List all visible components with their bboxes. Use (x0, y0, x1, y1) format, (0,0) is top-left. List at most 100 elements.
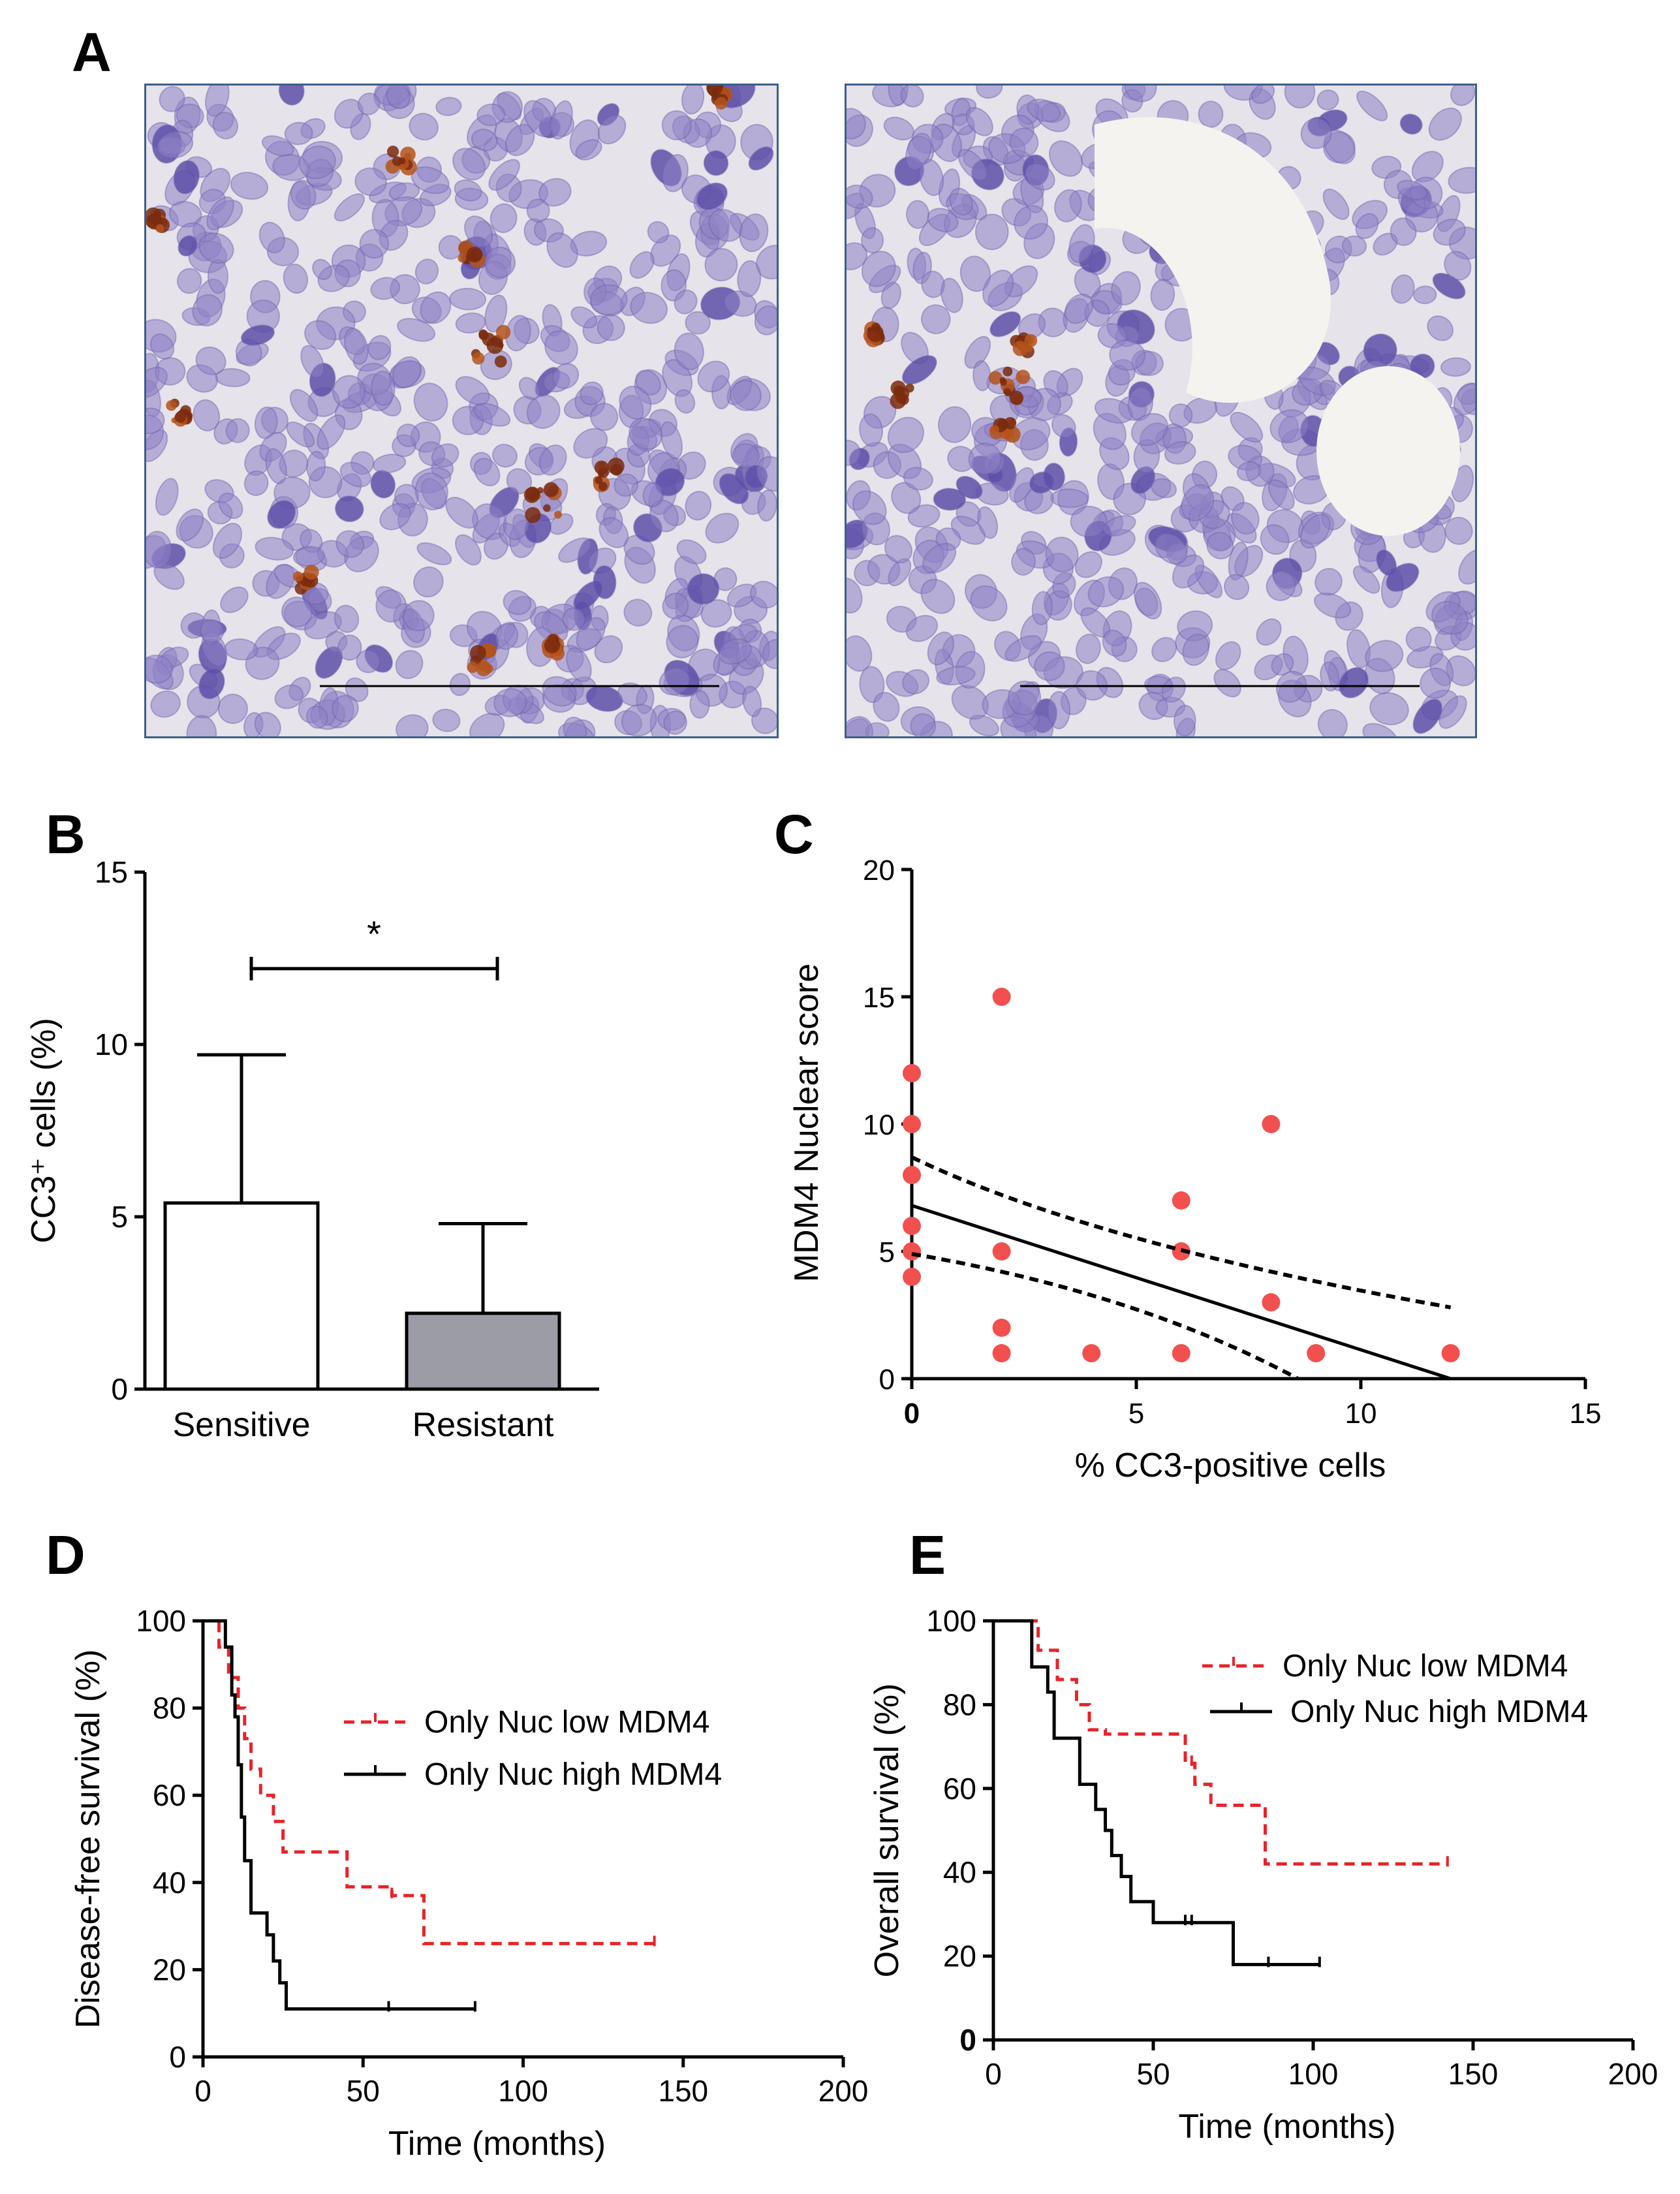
cell-nucleus (258, 221, 285, 253)
data-point (903, 1268, 921, 1286)
data-point (903, 1166, 921, 1184)
y-axis-label: MDM4 Nuclear score (788, 964, 826, 1282)
cell-nucleus (544, 330, 578, 366)
cell-nucleus (317, 414, 346, 450)
cc3-stain (597, 471, 604, 478)
cc3-stain (523, 487, 540, 503)
cell-nucleus (1155, 533, 1188, 565)
y-tick-label: 5 (111, 1200, 128, 1234)
y-tick-label: 20 (153, 1952, 186, 1986)
cell-nucleus (409, 112, 439, 141)
cell-nucleus (267, 500, 296, 529)
cell-nucleus (1448, 166, 1475, 194)
cell-nucleus (650, 234, 681, 267)
cell-nucleus (518, 377, 540, 400)
cell-nucleus (847, 108, 866, 140)
x-axis-label: Time (months) (1178, 2108, 1395, 2146)
cell-nucleus (157, 131, 194, 159)
cell-nucleus (283, 263, 309, 294)
cell-nucleus (1074, 551, 1102, 578)
cell-nucleus (178, 235, 198, 257)
data-point (903, 1217, 921, 1235)
cell-nucleus (538, 178, 572, 207)
cc3-stain (988, 371, 1003, 385)
legend-label: Only Nuc high MDM4 (424, 1757, 722, 1792)
cell-nucleus (240, 324, 275, 346)
confidence-band-lower (911, 1251, 1299, 1381)
cell-nucleus (432, 708, 461, 732)
cell-nucleus (449, 672, 471, 697)
cell-nucleus (306, 450, 326, 482)
micrograph-resistant (845, 84, 1477, 738)
cell-nucleus (538, 444, 567, 476)
cell-nucleus (1042, 462, 1065, 491)
cell-nucleus (503, 508, 530, 541)
cc3-stain (292, 571, 303, 582)
data-point (992, 1242, 1011, 1261)
cell-nucleus (300, 345, 324, 379)
cell-nucleus (739, 213, 769, 253)
cell-nucleus (1068, 224, 1095, 264)
cell-nucleus (1130, 413, 1168, 447)
cc3-stain (303, 565, 319, 580)
cell-nucleus (438, 235, 463, 260)
cell-nucleus (719, 473, 749, 505)
cell-nucleus (332, 375, 366, 409)
cell-nucleus (542, 676, 577, 707)
cell-nucleus (1014, 205, 1048, 240)
cell-nucleus (367, 335, 392, 360)
cell-nucleus (371, 370, 396, 406)
cell-nucleus (1182, 633, 1210, 666)
y-tick-label: 60 (153, 1778, 186, 1812)
y-tick-label: 60 (943, 1772, 976, 1806)
cell-nucleus (484, 294, 508, 333)
chart-d: 0 50 100 150 200 0 20 40 60 80 100 Only Nuc low MDM… (69, 1604, 868, 2163)
cell-nucleus (357, 92, 381, 116)
x-tick-label: 0 (904, 1398, 920, 1430)
cell-nucleus (921, 304, 951, 335)
cell-nucleus (674, 389, 696, 414)
cell-nucleus (705, 512, 739, 544)
cell-nucleus (685, 311, 711, 335)
cell-nucleus (396, 423, 420, 448)
cc3-stain (715, 97, 728, 110)
cell-nucleus (661, 110, 692, 140)
cc3-stain (497, 341, 504, 349)
y-tick-label: 0 (111, 1372, 128, 1406)
cell-nucleus (974, 213, 1009, 251)
cell-nucleus (345, 677, 369, 702)
x-tick-label: 0 (985, 2057, 1002, 2091)
cell-nucleus (265, 448, 287, 484)
cell-nucleus (1341, 235, 1367, 257)
cell-nucleus (663, 710, 687, 735)
cell-nucleus (1458, 548, 1475, 585)
cell-nucleus (1376, 549, 1397, 576)
cell-nucleus (198, 668, 225, 700)
confidence-band-upper (910, 1155, 1452, 1309)
cc3-stain (494, 355, 507, 368)
cell-nucleus (1236, 461, 1262, 482)
cell-nucleus (623, 599, 653, 627)
x-tick-label: 150 (1448, 2057, 1499, 2091)
cell-nucleus (1031, 591, 1053, 625)
cell-nucleus (306, 705, 328, 729)
cell-nucleus (674, 289, 698, 315)
cell-nucleus (969, 714, 999, 736)
cc3-stain (1012, 341, 1028, 356)
cell-nucleus (150, 690, 181, 718)
cell-nucleus (900, 86, 924, 108)
chart-e: 0 50 100 150 200 0 20 40 60 80 100 Only Nuc low MDM… (868, 1604, 1658, 2146)
cell-nucleus (225, 418, 250, 443)
cell-nucleus (847, 635, 873, 672)
cell-nucleus (230, 172, 269, 200)
cell-nucleus (1314, 592, 1352, 619)
cc3-stain (543, 504, 551, 512)
cell-nucleus (146, 366, 168, 399)
cell-nucleus (951, 685, 989, 720)
data-point (1172, 1344, 1190, 1362)
cell-nucleus (737, 260, 762, 298)
cell-nucleus (335, 530, 365, 558)
cell-nucleus (1365, 640, 1404, 672)
cell-nucleus (372, 454, 407, 474)
cell-nucleus (195, 346, 226, 375)
